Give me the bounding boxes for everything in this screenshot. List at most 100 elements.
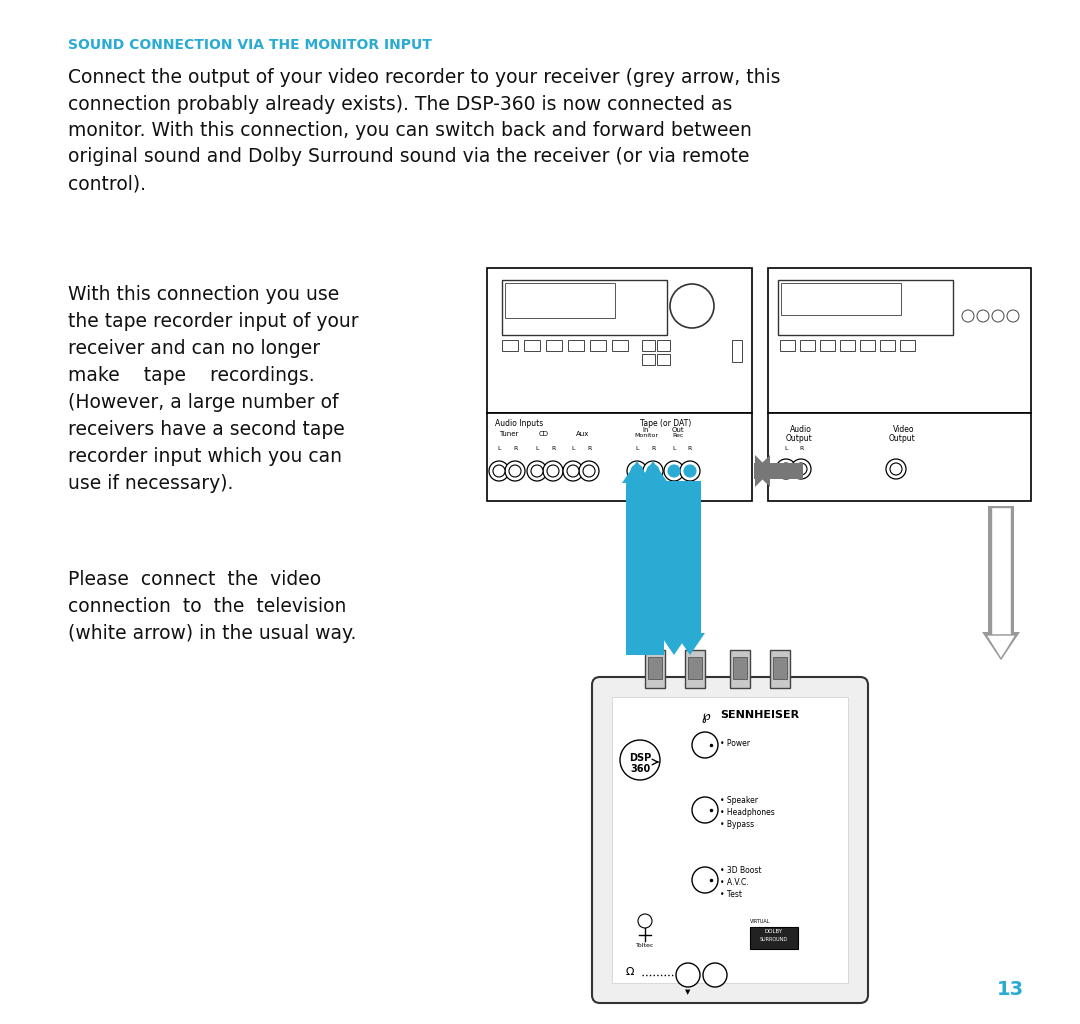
Circle shape <box>1007 310 1020 322</box>
Text: (white arrow) in the usual way.: (white arrow) in the usual way. <box>68 624 356 643</box>
Text: R: R <box>688 446 692 451</box>
Bar <box>679 481 701 633</box>
Circle shape <box>579 461 599 481</box>
Bar <box>750 927 798 949</box>
Circle shape <box>795 463 807 475</box>
Polygon shape <box>986 635 1016 659</box>
Text: Tuner: Tuner <box>499 431 518 437</box>
Text: • Bypass: • Bypass <box>720 820 754 829</box>
Text: R: R <box>513 446 517 451</box>
Text: (However, a large number of: (However, a large number of <box>68 393 338 412</box>
Polygon shape <box>622 461 652 483</box>
Text: Toltec: Toltec <box>636 943 654 948</box>
Text: Tape (or DAT): Tape (or DAT) <box>640 419 691 428</box>
Bar <box>732 340 742 362</box>
Text: With this connection you use: With this connection you use <box>68 285 339 304</box>
Circle shape <box>680 461 700 481</box>
Circle shape <box>780 463 792 475</box>
Polygon shape <box>638 461 669 483</box>
Bar <box>502 340 518 351</box>
Text: SURROUND: SURROUND <box>760 937 788 942</box>
Bar <box>768 268 1031 413</box>
Text: 13: 13 <box>997 980 1024 999</box>
Circle shape <box>631 465 643 477</box>
Text: recorder input which you can: recorder input which you can <box>68 447 342 466</box>
Text: In: In <box>642 427 648 433</box>
Circle shape <box>563 461 583 481</box>
Circle shape <box>543 461 563 481</box>
Bar <box>612 340 627 351</box>
Bar <box>612 697 848 983</box>
Text: R: R <box>651 446 656 451</box>
Polygon shape <box>754 455 770 487</box>
Bar <box>645 650 665 688</box>
Polygon shape <box>659 633 689 655</box>
Bar <box>730 650 750 688</box>
Text: Audio Inputs: Audio Inputs <box>495 419 543 428</box>
Bar <box>487 413 752 501</box>
Bar <box>733 657 747 679</box>
Text: Output: Output <box>786 434 813 443</box>
Circle shape <box>531 465 543 477</box>
Circle shape <box>777 459 796 479</box>
Bar <box>568 340 584 351</box>
Bar <box>773 657 787 679</box>
Text: DOLBY: DOLBY <box>765 929 783 934</box>
Circle shape <box>703 963 727 987</box>
Bar <box>840 340 855 351</box>
Text: the tape recorder input of your: the tape recorder input of your <box>68 312 359 331</box>
Text: VIRTUAL: VIRTUAL <box>750 919 770 924</box>
Text: 360: 360 <box>630 764 650 774</box>
Circle shape <box>977 310 989 322</box>
Bar <box>800 340 815 351</box>
Text: Video: Video <box>893 425 915 434</box>
Bar <box>900 340 915 351</box>
Circle shape <box>527 461 546 481</box>
Circle shape <box>489 461 509 481</box>
Bar <box>546 340 562 351</box>
Text: • Test: • Test <box>720 890 742 899</box>
Text: ℘: ℘ <box>701 710 710 723</box>
Text: Rec: Rec <box>672 433 684 438</box>
Circle shape <box>583 465 595 477</box>
Circle shape <box>993 310 1004 322</box>
Text: L: L <box>571 446 575 451</box>
Circle shape <box>546 465 559 477</box>
Text: Output: Output <box>889 434 916 443</box>
Text: L: L <box>784 446 787 451</box>
Text: Connect the output of your video recorder to your receiver (grey arrow, this
con: Connect the output of your video recorde… <box>68 68 781 193</box>
Text: SOUND CONNECTION VIA THE MONITOR INPUT: SOUND CONNECTION VIA THE MONITOR INPUT <box>68 38 432 52</box>
Circle shape <box>664 461 684 481</box>
Text: L: L <box>536 446 539 451</box>
Text: • Speaker: • Speaker <box>720 796 758 805</box>
Text: receiver and can no longer: receiver and can no longer <box>68 339 320 358</box>
Circle shape <box>791 459 811 479</box>
Text: use if necessary).: use if necessary). <box>68 474 233 493</box>
Circle shape <box>643 461 663 481</box>
Text: Aux: Aux <box>576 431 590 437</box>
Circle shape <box>684 465 696 477</box>
Text: receivers have a second tape: receivers have a second tape <box>68 420 345 439</box>
Bar <box>487 268 752 413</box>
Bar <box>642 483 664 655</box>
Text: R: R <box>799 446 804 451</box>
Text: Monitor: Monitor <box>634 433 658 438</box>
Text: ▼: ▼ <box>686 989 691 995</box>
Bar <box>991 507 1011 635</box>
Bar <box>648 657 662 679</box>
Text: Please  connect  the  video: Please connect the video <box>68 570 321 589</box>
Bar <box>880 340 895 351</box>
Bar <box>626 483 648 655</box>
Circle shape <box>567 465 579 477</box>
Bar <box>780 340 795 351</box>
Circle shape <box>627 461 647 481</box>
Circle shape <box>676 963 700 987</box>
Text: Audio: Audio <box>789 425 812 434</box>
Text: • A.V.C.: • A.V.C. <box>720 878 748 887</box>
Bar <box>524 340 540 351</box>
Text: L: L <box>635 446 638 451</box>
Bar <box>685 650 705 688</box>
Bar <box>657 340 670 351</box>
Circle shape <box>962 310 974 322</box>
Bar <box>688 657 702 679</box>
